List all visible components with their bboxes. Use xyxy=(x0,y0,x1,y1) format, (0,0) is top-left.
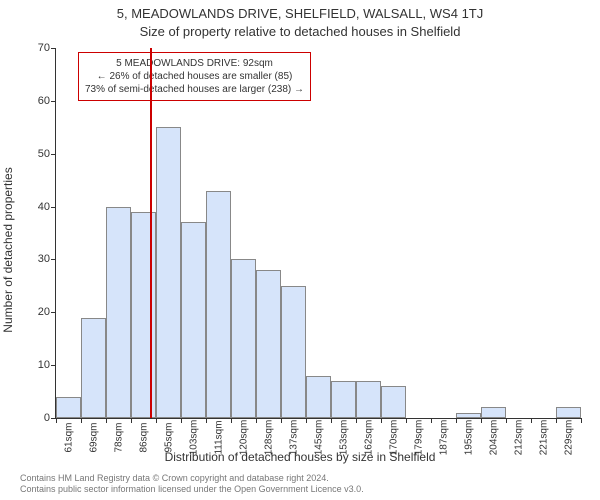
histogram-bar xyxy=(381,386,406,418)
histogram-bar xyxy=(106,207,131,418)
x-tick-mark xyxy=(306,418,307,423)
x-tick-mark xyxy=(531,418,532,423)
histogram-bar xyxy=(156,127,181,418)
x-tick-label: 95sqm xyxy=(163,422,174,452)
histogram-bar xyxy=(81,318,106,418)
x-tick-mark xyxy=(156,418,157,423)
x-tick-mark xyxy=(506,418,507,423)
histogram-bar xyxy=(306,376,331,418)
info-box-line1: 5 MEADOWLANDS DRIVE: 92sqm xyxy=(85,57,304,70)
footer: Contains HM Land Registry data © Crown c… xyxy=(20,473,580,496)
histogram-bar xyxy=(206,191,231,418)
histogram-bar xyxy=(331,381,356,418)
x-tick-mark xyxy=(331,418,332,423)
y-tick-mark xyxy=(51,207,56,208)
marker-line xyxy=(150,48,152,418)
x-tick-mark xyxy=(581,418,582,423)
x-tick-label: 86sqm xyxy=(138,422,149,452)
x-tick-mark xyxy=(231,418,232,423)
x-tick-mark xyxy=(106,418,107,423)
histogram-bar xyxy=(56,397,81,418)
info-box-line3: 73% of semi-detached houses are larger (… xyxy=(85,83,304,96)
x-tick-mark xyxy=(281,418,282,423)
x-tick-mark xyxy=(431,418,432,423)
histogram-bar xyxy=(481,407,506,418)
x-tick-mark xyxy=(356,418,357,423)
chart-container: 5, MEADOWLANDS DRIVE, SHELFIELD, WALSALL… xyxy=(0,0,600,500)
x-tick-mark xyxy=(406,418,407,423)
x-axis-label: Distribution of detached houses by size … xyxy=(0,450,600,464)
footer-line1: Contains HM Land Registry data © Crown c… xyxy=(20,473,580,485)
x-tick-label: 78sqm xyxy=(113,422,124,452)
y-tick-mark xyxy=(51,365,56,366)
x-tick-mark xyxy=(181,418,182,423)
x-tick-mark xyxy=(481,418,482,423)
x-tick-mark xyxy=(206,418,207,423)
histogram-bar xyxy=(556,407,581,418)
x-tick-mark xyxy=(81,418,82,423)
info-box-line2: ← 26% of detached houses are smaller (85… xyxy=(85,70,304,83)
y-tick-mark xyxy=(51,154,56,155)
histogram-bar xyxy=(131,212,156,418)
x-tick-mark xyxy=(381,418,382,423)
x-tick-mark xyxy=(556,418,557,423)
histogram-bar xyxy=(356,381,381,418)
info-box: 5 MEADOWLANDS DRIVE: 92sqm ← 26% of deta… xyxy=(78,52,311,101)
histogram-bar xyxy=(456,413,481,418)
y-tick-mark xyxy=(51,48,56,49)
y-axis-label: Number of detached properties xyxy=(1,167,15,332)
chart-subtitle: Size of property relative to detached ho… xyxy=(0,24,600,39)
x-tick-mark xyxy=(56,418,57,423)
histogram-bar xyxy=(281,286,306,418)
x-tick-mark xyxy=(131,418,132,423)
x-tick-mark xyxy=(456,418,457,423)
x-tick-label: 61sqm xyxy=(63,422,74,452)
x-tick-mark xyxy=(256,418,257,423)
footer-line2: Contains public sector information licen… xyxy=(20,484,580,496)
x-tick-label: 69sqm xyxy=(88,422,99,452)
histogram-bar xyxy=(231,259,256,418)
page-title: 5, MEADOWLANDS DRIVE, SHELFIELD, WALSALL… xyxy=(0,6,600,21)
histogram-bar xyxy=(181,222,206,418)
plot-area: 5 MEADOWLANDS DRIVE: 92sqm ← 26% of deta… xyxy=(55,48,581,419)
y-tick-mark xyxy=(51,259,56,260)
y-tick-mark xyxy=(51,101,56,102)
y-tick-mark xyxy=(51,312,56,313)
histogram-bar xyxy=(256,270,281,418)
